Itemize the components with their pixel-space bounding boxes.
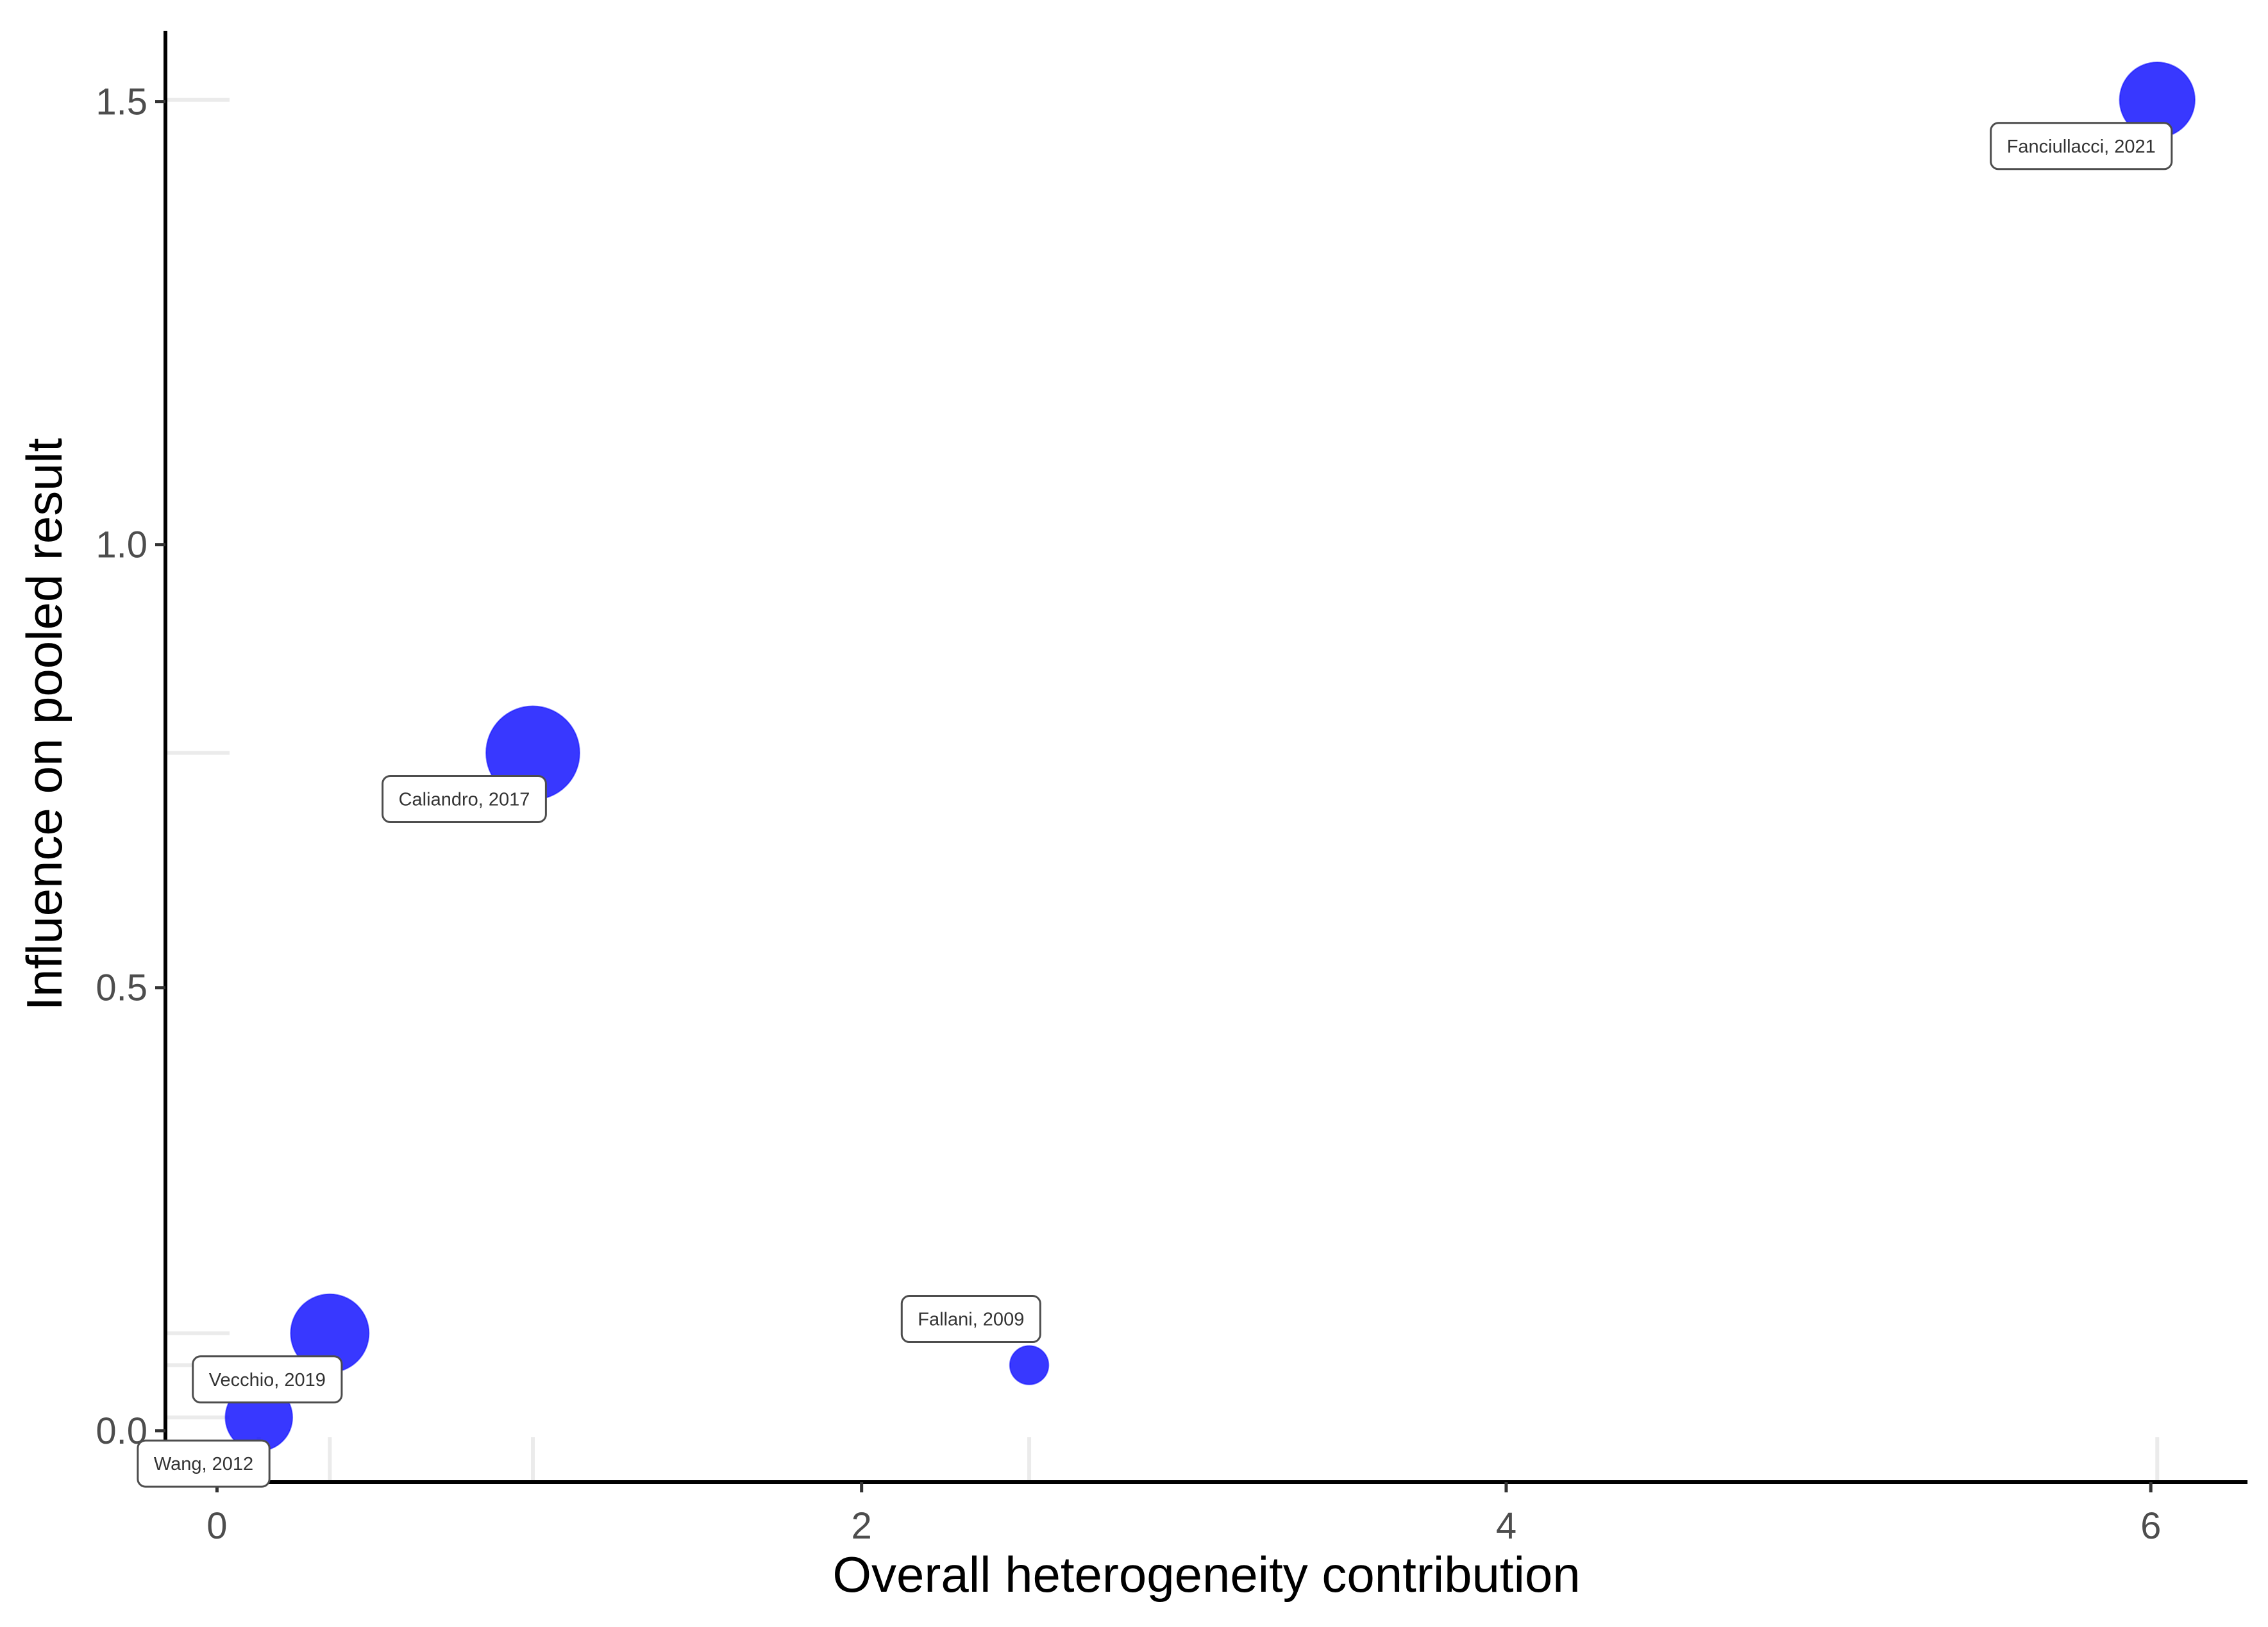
x-tick-label: 6 — [2140, 1505, 2161, 1547]
data-point — [1009, 1345, 1050, 1385]
point-labels: Wang, 2012 Vecchio, 2019 Caliandro, 2017 Fa… — [137, 122, 2173, 1488]
point-label: Caliandro, 2017 — [399, 789, 530, 810]
data-points — [224, 62, 2196, 1452]
y-axis-title: Influence on pooled result — [16, 438, 72, 1011]
point-label-box — [192, 1355, 343, 1404]
point-label: Fanciullacci, 2021 — [2007, 137, 2156, 157]
point-label-group: Fallani, 2009 — [900, 1295, 1041, 1344]
y-tick-label: 1.5 — [96, 81, 147, 123]
y-tick-label: 0.5 — [96, 967, 147, 1009]
point-label-box — [1990, 122, 2173, 171]
x-tick-label: 2 — [852, 1505, 872, 1547]
point-label: Wang, 2012 — [154, 1454, 253, 1474]
point-label-box — [382, 774, 547, 823]
point-label-group: Fanciullacci, 2021 — [1990, 122, 2173, 171]
x-tick-label: 4 — [1496, 1505, 1516, 1547]
point-label-group: Vecchio, 2019 — [192, 1355, 343, 1404]
point-label: Vecchio, 2019 — [209, 1370, 326, 1390]
x-tick-label: 0 — [206, 1505, 227, 1547]
point-label-box — [900, 1295, 1041, 1344]
axes — [164, 31, 2247, 1484]
point-label-group: Caliandro, 2017 — [382, 774, 547, 823]
grid-lines — [167, 97, 2160, 1480]
point-label: Fallani, 2009 — [918, 1310, 1024, 1330]
y-tick-label: 1.0 — [96, 524, 147, 566]
point-label-group: Wang, 2012 — [137, 1439, 271, 1488]
point-label-box — [137, 1439, 271, 1488]
x-axis-title: Overall heterogeneity contribution — [832, 1546, 1580, 1603]
